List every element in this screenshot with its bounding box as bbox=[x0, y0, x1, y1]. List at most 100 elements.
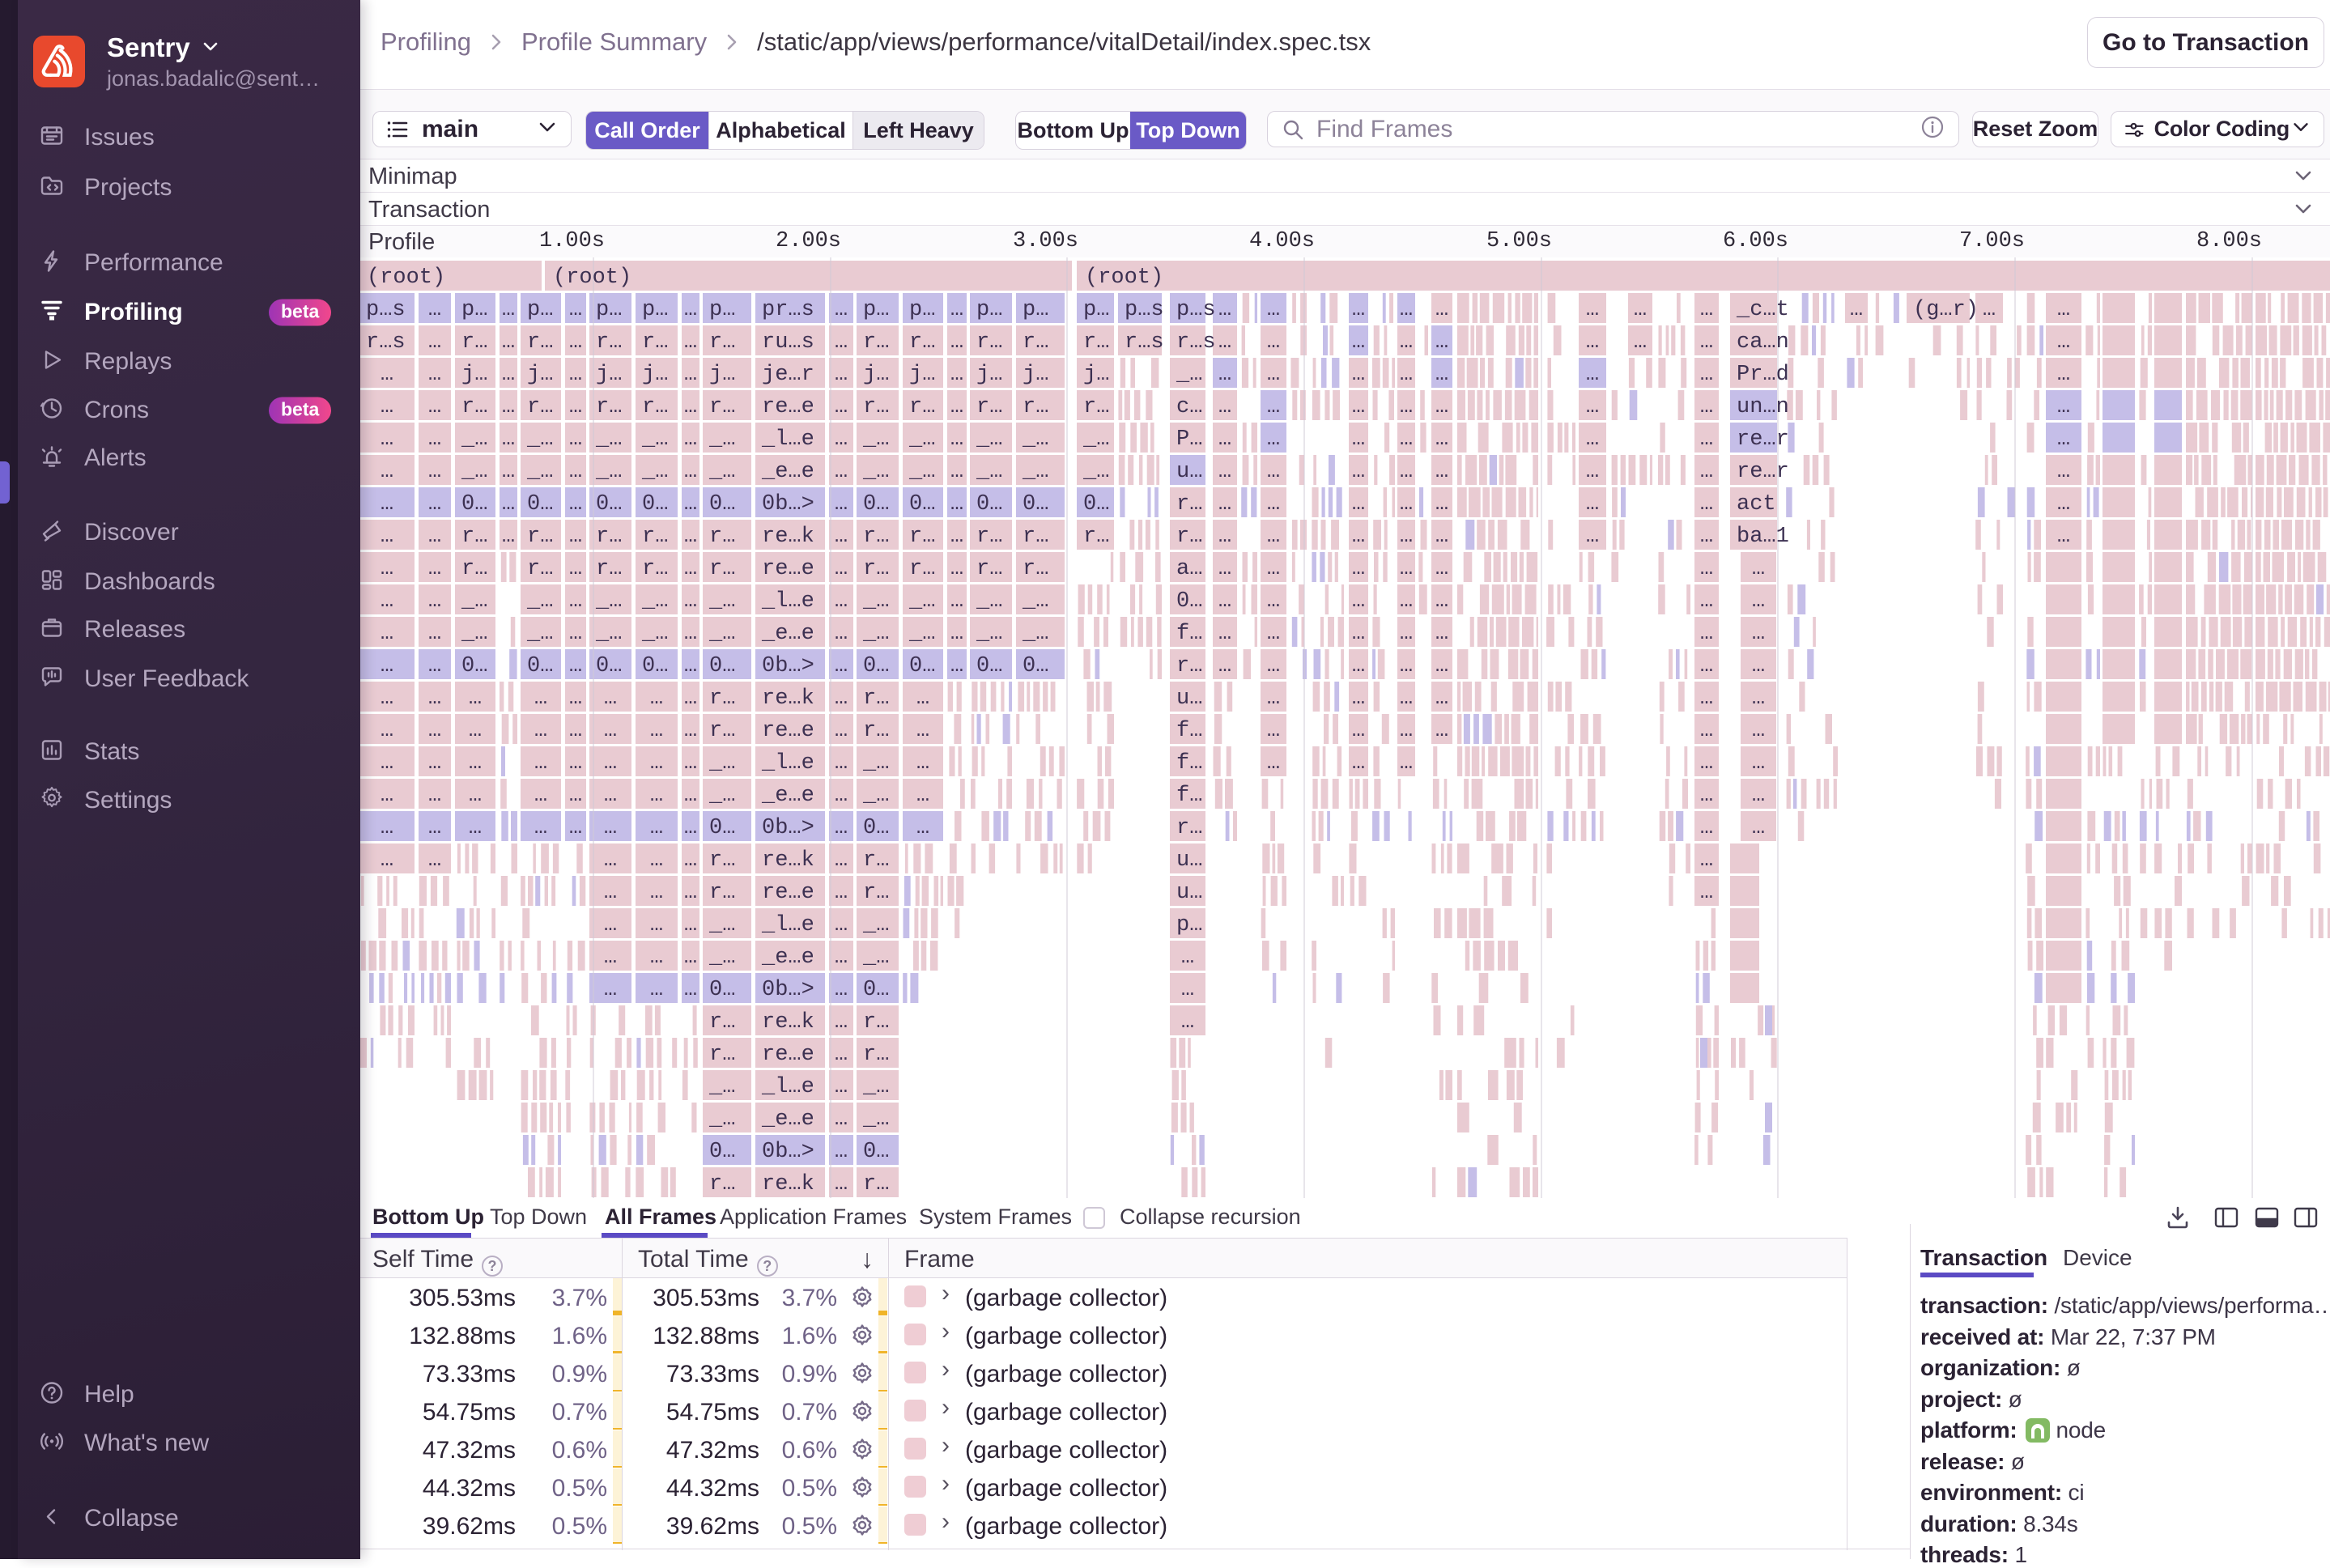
svg-text:…: … bbox=[1400, 654, 1413, 678]
svg-text:…: … bbox=[1435, 330, 1448, 355]
svg-text:r…: r… bbox=[976, 557, 1002, 581]
svg-text:0…: 0… bbox=[642, 654, 668, 678]
svg-text:…: … bbox=[604, 913, 617, 937]
svg-text:…: … bbox=[1983, 298, 1996, 322]
svg-text:r…: r… bbox=[709, 686, 735, 711]
svg-text:0…: 0… bbox=[709, 1140, 735, 1164]
svg-text:…: … bbox=[1352, 395, 1365, 419]
svg-text:…: … bbox=[1634, 298, 1647, 322]
svg-text:…: … bbox=[950, 460, 963, 484]
svg-text:r…: r… bbox=[527, 395, 553, 419]
svg-text:…: … bbox=[684, 622, 697, 646]
svg-text:…: … bbox=[950, 427, 963, 452]
svg-text:…: … bbox=[1634, 330, 1647, 355]
svg-text:…: … bbox=[835, 460, 848, 484]
svg-text:r…: r… bbox=[596, 395, 622, 419]
svg-text:…: … bbox=[469, 686, 482, 711]
svg-text:u…: u… bbox=[1176, 881, 1202, 905]
svg-text:…: … bbox=[569, 686, 582, 711]
svg-text:0…: 0… bbox=[1083, 492, 1109, 516]
svg-text:…: … bbox=[569, 589, 582, 614]
svg-text:_…: _… bbox=[1022, 622, 1048, 646]
svg-text:…: … bbox=[569, 622, 582, 646]
svg-text:…: … bbox=[1700, 492, 1713, 516]
svg-text:…: … bbox=[1700, 330, 1713, 355]
svg-text:…: … bbox=[381, 654, 393, 678]
svg-text:(root): (root) bbox=[553, 266, 631, 290]
svg-text:_…: _… bbox=[1022, 427, 1048, 452]
svg-text:…: … bbox=[1218, 622, 1231, 646]
svg-text:…: … bbox=[1700, 654, 1713, 678]
svg-text:…: … bbox=[1700, 622, 1713, 646]
svg-text:…: … bbox=[469, 751, 482, 776]
svg-text:0…: 0… bbox=[709, 654, 735, 678]
svg-text:…: … bbox=[381, 751, 393, 776]
svg-text:…: … bbox=[950, 525, 963, 549]
svg-text:…: … bbox=[2057, 525, 2070, 549]
svg-text:…: … bbox=[1586, 330, 1599, 355]
svg-text:…: … bbox=[684, 719, 697, 743]
svg-text:…: … bbox=[428, 330, 441, 355]
svg-text:r…: r… bbox=[642, 330, 668, 355]
svg-text:_…: _… bbox=[708, 1107, 735, 1132]
svg-text:r…: r… bbox=[909, 557, 935, 581]
svg-text:_…: _… bbox=[708, 460, 735, 484]
svg-text:_…: _… bbox=[976, 460, 1002, 484]
svg-text:…: … bbox=[1435, 363, 1448, 387]
svg-text:j…: j… bbox=[461, 363, 487, 387]
svg-text:…: … bbox=[684, 525, 697, 549]
svg-text:_…: _… bbox=[976, 589, 1002, 614]
svg-text:(g…r): (g…r) bbox=[1913, 298, 1979, 322]
svg-text:j…: j… bbox=[909, 363, 935, 387]
svg-text:…: … bbox=[950, 298, 963, 322]
svg-text:u…: u… bbox=[1176, 460, 1202, 484]
svg-text:_…: _… bbox=[976, 622, 1002, 646]
svg-text:p…: p… bbox=[1176, 913, 1202, 937]
svg-text:0…: 0… bbox=[1023, 492, 1048, 516]
svg-text:…: … bbox=[1435, 557, 1448, 581]
svg-text:p…: p… bbox=[1083, 298, 1109, 322]
svg-text:…: … bbox=[916, 751, 929, 776]
svg-text:…: … bbox=[604, 881, 617, 905]
svg-text:…: … bbox=[2057, 363, 2070, 387]
svg-text:_e…e: _e…e bbox=[761, 1107, 814, 1132]
svg-text:0…: 0… bbox=[709, 978, 735, 1002]
svg-text:…: … bbox=[1752, 751, 1765, 776]
svg-text:r…: r… bbox=[863, 1010, 889, 1035]
svg-text:r…: r… bbox=[461, 395, 487, 419]
svg-text:…: … bbox=[1267, 298, 1280, 322]
svg-text:j…: j… bbox=[863, 363, 889, 387]
svg-text:…: … bbox=[1435, 298, 1448, 322]
svg-text:…: … bbox=[1586, 395, 1599, 419]
svg-text:…: … bbox=[428, 719, 441, 743]
svg-text:…: … bbox=[1181, 978, 1194, 1002]
svg-text:_…: _… bbox=[862, 945, 889, 970]
svg-text:…: … bbox=[1400, 525, 1413, 549]
svg-text:…: … bbox=[381, 492, 393, 516]
svg-text:r…: r… bbox=[642, 525, 668, 549]
svg-text:…: … bbox=[835, 945, 848, 970]
svg-text:…: … bbox=[916, 719, 929, 743]
svg-text:…: … bbox=[684, 913, 697, 937]
svg-text:…: … bbox=[428, 460, 441, 484]
svg-text:…: … bbox=[428, 622, 441, 646]
svg-text:re…k: re…k bbox=[762, 1010, 814, 1035]
svg-text:…: … bbox=[684, 363, 697, 387]
svg-text:…: … bbox=[1435, 525, 1448, 549]
svg-text:r…: r… bbox=[863, 1172, 889, 1196]
svg-text:…: … bbox=[835, 978, 848, 1002]
svg-text:r…: r… bbox=[709, 1043, 735, 1067]
svg-text:r…: r… bbox=[709, 1010, 735, 1035]
svg-text:r…: r… bbox=[709, 557, 735, 581]
svg-text:…: … bbox=[950, 395, 963, 419]
svg-text:…: … bbox=[428, 816, 441, 840]
svg-text:…: … bbox=[684, 589, 697, 614]
svg-text:…: … bbox=[428, 363, 441, 387]
svg-text:…: … bbox=[1352, 460, 1365, 484]
svg-text:_l…e: _l…e bbox=[761, 913, 814, 937]
svg-text:…: … bbox=[381, 427, 393, 452]
svg-text:…: … bbox=[469, 816, 482, 840]
svg-text:_…: _… bbox=[708, 945, 735, 970]
svg-text:…: … bbox=[1267, 395, 1280, 419]
svg-text:…: … bbox=[569, 654, 582, 678]
